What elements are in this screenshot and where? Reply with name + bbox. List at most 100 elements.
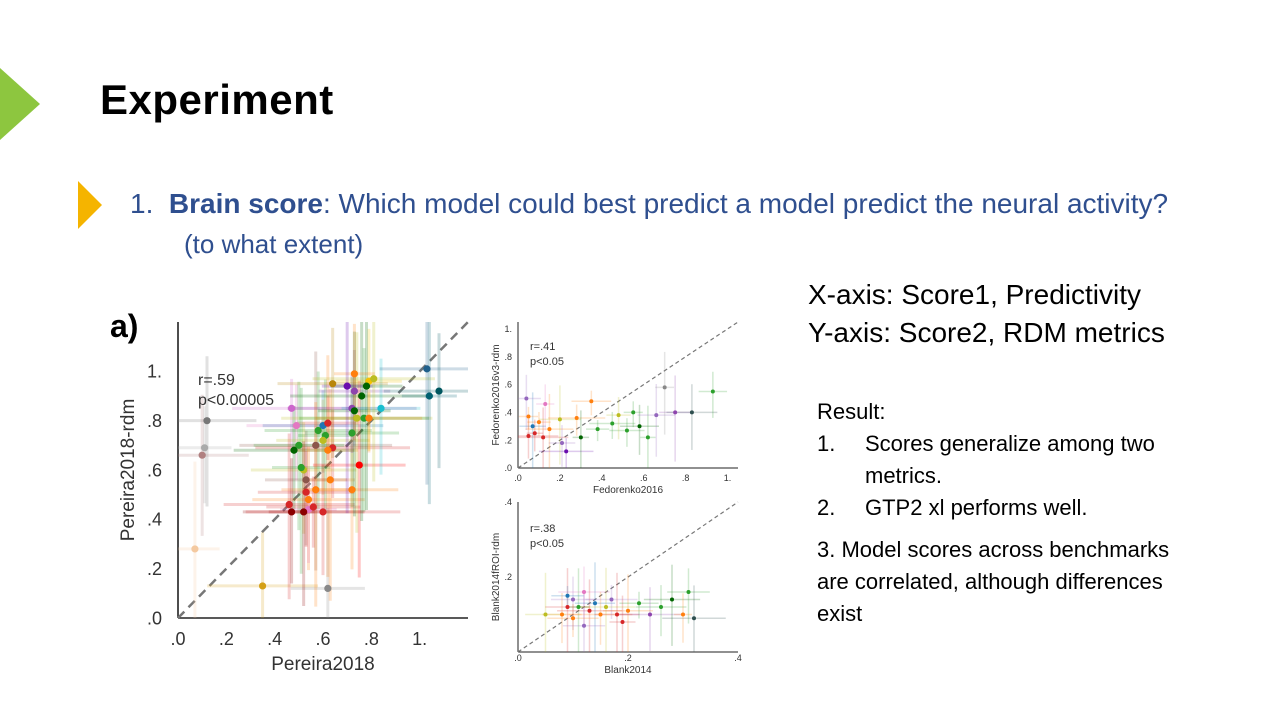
axis-notes: X-axis: Score1, Predictivity Y-axis: Sco… <box>808 276 1165 352</box>
x-tick-label: .8 <box>682 473 690 483</box>
data-point <box>350 387 359 395</box>
x-tick-label: .8 <box>364 629 379 649</box>
x-tick-label: .6 <box>315 629 330 649</box>
data-point <box>302 488 310 496</box>
data-point <box>348 486 356 494</box>
data-point <box>300 508 308 516</box>
data-point <box>659 605 663 609</box>
x-tick-label: .4 <box>267 629 282 649</box>
data-point <box>571 597 575 602</box>
data-point <box>532 431 537 436</box>
data-point <box>295 441 303 449</box>
y-tick-label: .0 <box>504 463 512 473</box>
data-point <box>290 446 298 454</box>
stats-annotation: p<0.05 <box>530 538 564 550</box>
x-tick-label: .0 <box>514 653 522 663</box>
data-point <box>620 620 625 624</box>
x-tick-label: .0 <box>170 629 185 649</box>
data-point <box>593 601 597 606</box>
result-text: GTP2 xl performs well. <box>865 495 1088 520</box>
data-point <box>355 461 363 469</box>
data-point <box>377 404 385 412</box>
data-point <box>615 612 619 617</box>
data-point <box>637 601 641 606</box>
yellow-bullet-icon <box>78 181 102 229</box>
y-tick-label: .2 <box>504 435 512 445</box>
y-tick-label: .2 <box>504 572 512 582</box>
data-point <box>543 612 548 617</box>
data-point <box>604 605 608 609</box>
data-point <box>565 593 570 598</box>
result-number: 2. <box>817 495 836 520</box>
data-point <box>673 410 678 415</box>
result-text: metrics. <box>865 463 942 488</box>
data-point <box>541 435 546 440</box>
data-point <box>258 582 267 590</box>
data-point <box>312 486 320 494</box>
diagonal-line <box>517 501 739 653</box>
data-point <box>565 605 570 609</box>
data-point <box>626 608 630 613</box>
data-point <box>526 414 531 419</box>
chart-2: .0 .2 .4 .6 .8 1. .0 .2 .4 .6 .8 1. Fedorenko2016 Fed… <box>491 321 739 496</box>
data-point <box>681 612 685 617</box>
data-point <box>557 417 562 422</box>
y-tick-label: .6 <box>147 460 162 480</box>
data-point <box>365 414 373 422</box>
data-point <box>560 440 564 445</box>
question-bold: Brain score <box>168 188 323 219</box>
result-box: Result: 1. Scores generalize among two m… <box>817 396 1247 630</box>
y-tick-label: 1. <box>147 362 162 382</box>
data-point <box>319 436 327 444</box>
green-arrow-icon <box>0 68 40 140</box>
x-tick-label: .2 <box>624 653 632 663</box>
stats-annotation: r=.59 <box>198 372 235 389</box>
data-point <box>576 605 581 609</box>
data-point <box>662 385 667 390</box>
data-point <box>609 597 614 602</box>
axis-note-y: Y-axis: Score2, RDM metrics <box>808 317 1165 348</box>
data-point <box>582 623 586 628</box>
x-tick-label: .2 <box>219 629 234 649</box>
y-tick-label: .8 <box>504 352 512 362</box>
slide-title: Experiment <box>100 76 334 123</box>
question-line-2: (to what extent) <box>184 229 364 259</box>
data-point <box>654 413 659 418</box>
data-point <box>587 608 592 613</box>
data-point <box>324 419 332 427</box>
data-point <box>309 503 317 511</box>
stats-annotation: r=.38 <box>530 523 555 535</box>
y-axis-label: Fedorenko2016v3-rdm <box>491 344 502 445</box>
data-point <box>329 380 337 388</box>
data-point <box>343 382 351 390</box>
data-point <box>324 584 332 593</box>
data-point <box>710 389 715 394</box>
panel-label: a) <box>110 308 139 344</box>
data-point <box>200 444 209 452</box>
y-tick-label: .4 <box>504 408 512 418</box>
data-point <box>526 434 531 439</box>
data-point <box>524 396 529 401</box>
y-tick-label: .6 <box>504 380 512 390</box>
data-point <box>648 612 652 617</box>
y-tick-label: .2 <box>147 559 162 579</box>
stats-annotation: r=.41 <box>530 341 555 353</box>
data-point <box>574 415 579 420</box>
x-tick-label: .4 <box>734 653 742 663</box>
y-tick-label: 1. <box>504 324 512 334</box>
y-axis-label: Blank2014fROI-rdm <box>491 533 502 621</box>
data-point <box>350 407 359 415</box>
data-point <box>425 392 433 400</box>
data-point <box>350 370 359 378</box>
data-point <box>689 410 694 415</box>
y-tick-label: .4 <box>504 497 512 507</box>
data-point <box>589 399 594 404</box>
data-point <box>302 476 310 484</box>
data-point <box>578 435 583 440</box>
result-item-1: 1. Scores generalize among two <box>817 428 1247 460</box>
diagonal-line <box>177 321 469 619</box>
result-item-2: 2. GTP2 xl performs well. <box>817 492 1247 524</box>
data-point <box>645 435 650 440</box>
data-point <box>353 414 361 422</box>
